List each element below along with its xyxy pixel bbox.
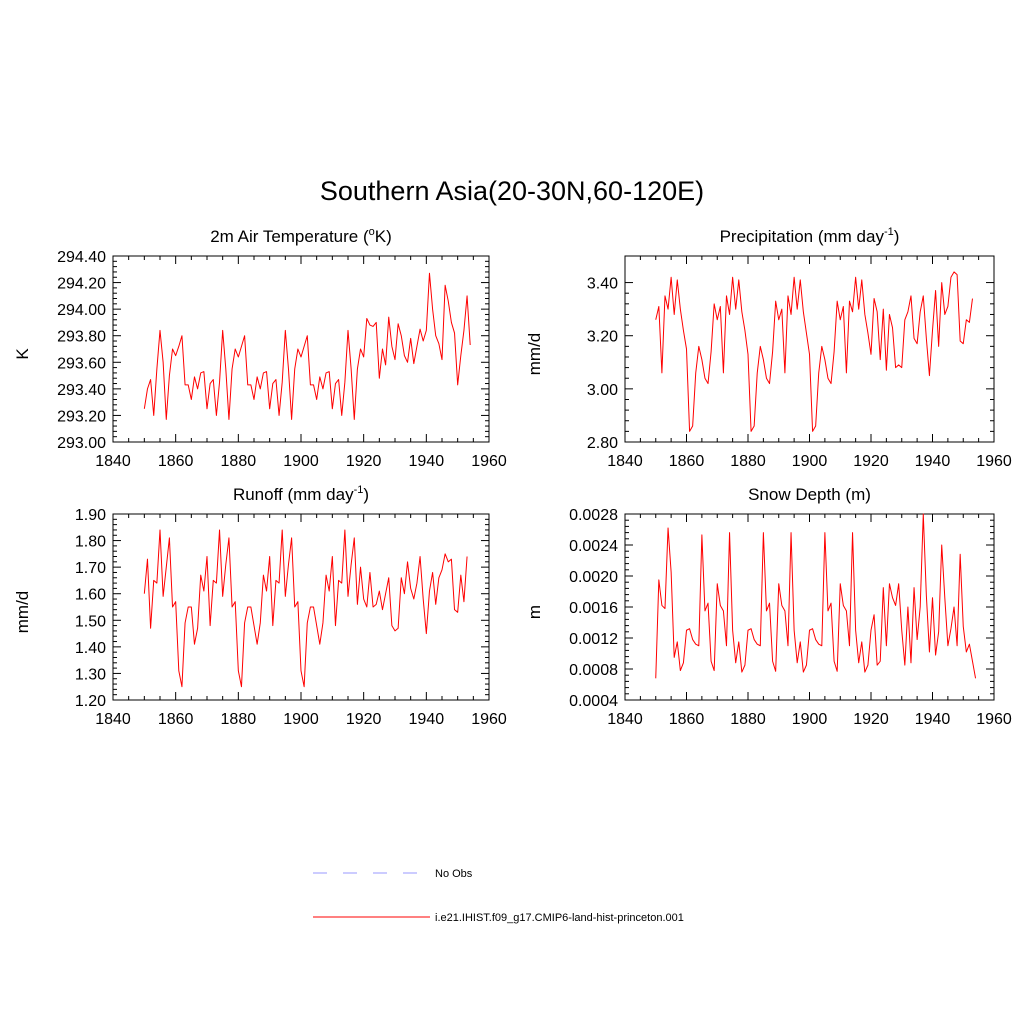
x-tick-label: 1920 — [853, 453, 889, 470]
x-tick-label: 1840 — [607, 453, 643, 470]
x-tick-label: 1960 — [976, 711, 1012, 728]
x-tick-label: 1900 — [283, 711, 319, 728]
y-tick-label: 1.80 — [75, 534, 106, 551]
series-line — [655, 513, 977, 679]
y-tick-label: 293.40 — [57, 382, 106, 399]
x-tick-label: 1960 — [471, 453, 507, 470]
panel-title-superscript: -1 — [354, 484, 364, 496]
x-tick-label: 1860 — [669, 453, 705, 470]
panel-title: Snow Depth (m) — [748, 485, 871, 504]
legend-label-no-obs: No Obs — [435, 868, 473, 880]
panel-title-main: Runoff (mm day — [233, 485, 354, 504]
x-tick-label: 1940 — [915, 453, 951, 470]
y-tick-label: 1.30 — [75, 666, 106, 683]
y-axis-label: mm/d — [13, 591, 32, 634]
x-tick-label: 1840 — [95, 453, 131, 470]
x-tick-label: 1840 — [95, 711, 131, 728]
x-tick-label: 1880 — [221, 453, 257, 470]
x-tick-label: 1880 — [221, 711, 257, 728]
x-tick-label: 1920 — [853, 711, 889, 728]
panel-title-end: ) — [894, 227, 900, 246]
x-tick-label: 1860 — [669, 711, 705, 728]
y-tick-label: 293.00 — [57, 435, 106, 452]
x-tick-label: 1860 — [158, 453, 194, 470]
y-tick-label: 293.80 — [57, 329, 106, 346]
y-axis-label: m — [525, 605, 544, 619]
x-tick-label: 1940 — [409, 711, 445, 728]
y-tick-label: 0.0020 — [569, 569, 618, 586]
x-tick-label: 1960 — [471, 711, 507, 728]
panel-4: 1840 1860 1880 1900 1920 1940 1960 0.0004 0.0008… — [525, 485, 1012, 728]
panel-title-end: K) — [375, 227, 392, 246]
x-tick-label: 1940 — [915, 711, 951, 728]
y-tick-label: 1.70 — [75, 560, 106, 577]
legend-label-model: i.e21.IHIST.f09_g17.CMIP6-land-hist-prin… — [435, 912, 684, 924]
y-tick-label: 1.60 — [75, 587, 106, 604]
plot-frame — [112, 255, 490, 443]
x-tick-label: 1920 — [346, 711, 382, 728]
y-tick-label: 0.0004 — [569, 693, 618, 710]
y-tick-label: 1.20 — [75, 693, 106, 710]
y-tick-label: 3.20 — [587, 329, 618, 346]
x-tick-label: 1880 — [730, 711, 766, 728]
x-tick-label: 1900 — [792, 711, 828, 728]
y-axis-label: K — [13, 348, 32, 360]
panel-title-main: Precipitation (mm day — [720, 227, 885, 246]
y-tick-label: 294.20 — [57, 276, 106, 293]
panel-1: 1840 1860 1880 1900 1920 1940 1960 293.00 293.20… — [13, 226, 507, 470]
series-line — [655, 271, 973, 432]
panel-title-superscript: o — [369, 226, 375, 238]
x-tick-label: 1940 — [409, 453, 445, 470]
y-axis-label: mm/d — [525, 333, 544, 376]
y-tick-label: 1.40 — [75, 640, 106, 657]
panel-title-main: Snow Depth (m) — [748, 485, 871, 504]
y-tick-label: 0.0008 — [569, 662, 618, 679]
panel-2: 1840 1860 1880 1900 1920 1940 1960 2.80 3.00 3.20… — [525, 226, 1012, 470]
y-tick-label: 293.60 — [57, 355, 106, 372]
panel-3: 1840 1860 1880 1900 1920 1940 1960 1.20 1.30 1.40… — [13, 484, 507, 728]
y-tick-label: 0.0028 — [569, 507, 618, 524]
x-tick-label: 1920 — [346, 453, 382, 470]
series-line — [143, 529, 468, 688]
x-tick-label: 1860 — [158, 711, 194, 728]
y-tick-label: 1.50 — [75, 613, 106, 630]
panel-title: Precipitation (mm day-1) — [720, 226, 900, 246]
y-tick-label: 294.00 — [57, 302, 106, 319]
x-tick-label: 1840 — [607, 711, 643, 728]
y-tick-label: 2.80 — [587, 435, 618, 452]
x-tick-label: 1900 — [283, 453, 319, 470]
panel-title-superscript: -1 — [884, 226, 894, 238]
y-tick-label: 0.0012 — [569, 631, 618, 648]
y-tick-label: 293.20 — [57, 408, 106, 425]
plot-frame — [624, 255, 995, 443]
chart-panels: 1840 1860 1880 1900 1920 1940 1960 293.00 293.20… — [13, 226, 1012, 728]
x-tick-label: 1880 — [730, 453, 766, 470]
y-tick-label: 3.40 — [587, 276, 618, 293]
figure-title: Southern Asia(20-30N,60-120E) — [320, 176, 704, 206]
legend: No Obs i.e21.IHIST.f09_g17.CMIP6-land-hi… — [313, 868, 684, 924]
panel-title: 2m Air Temperature (oK) — [210, 226, 392, 246]
panel-title-end: ) — [363, 485, 369, 504]
plot-frame — [624, 513, 995, 701]
y-tick-label: 0.0024 — [569, 538, 618, 555]
y-tick-label: 0.0016 — [569, 600, 618, 617]
panel-title-main: 2m Air Temperature ( — [210, 227, 369, 246]
series-line — [143, 272, 471, 420]
panel-title: Runoff (mm day-1) — [233, 484, 369, 504]
x-tick-label: 1900 — [792, 453, 828, 470]
y-tick-label: 3.00 — [587, 382, 618, 399]
y-tick-label: 294.40 — [57, 249, 106, 266]
y-tick-label: 1.90 — [75, 507, 106, 524]
x-tick-label: 1960 — [976, 453, 1012, 470]
